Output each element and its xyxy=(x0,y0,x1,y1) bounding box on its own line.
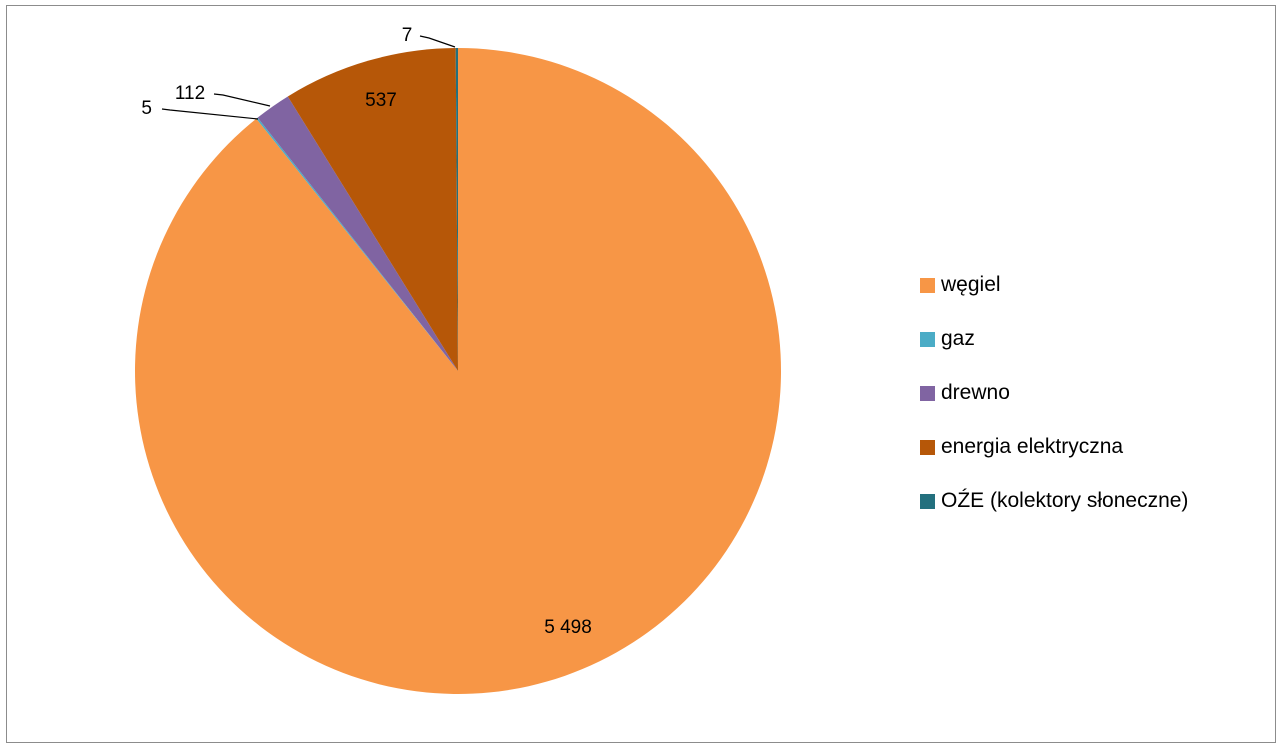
legend-label: OŹE (kolektory słoneczne) xyxy=(941,489,1189,512)
leader-line-gaz xyxy=(161,108,259,120)
pie-slice-energia-elektryczna xyxy=(287,48,458,371)
leader-line-oze-kolektory-s-oneczne xyxy=(419,35,456,48)
data-label-wegiel: 5 498 xyxy=(544,617,592,638)
legend-swatch xyxy=(920,277,935,293)
data-label-oze-kolektory-s-oneczne: 7 xyxy=(402,25,413,46)
legend-swatch xyxy=(920,493,935,509)
legend-label: węgiel xyxy=(941,273,1001,296)
legend-swatch xyxy=(920,331,935,347)
pie-slice-drewno xyxy=(257,96,458,372)
pie-slice-gaz xyxy=(256,117,458,371)
legend-label: drewno xyxy=(941,381,1010,404)
legend-label: gaz xyxy=(941,327,975,350)
legend-swatch xyxy=(920,439,935,455)
pie-slice-wegiel xyxy=(134,48,781,694)
legend-item-gaz: gaz xyxy=(920,312,1188,366)
legend-item-drewno: drewno xyxy=(920,366,1188,420)
data-label-energia-elektryczna: 537 xyxy=(365,90,397,111)
legend-swatch xyxy=(920,385,935,401)
data-label-drewno: 112 xyxy=(175,83,205,104)
legend-item-wegiel: węgiel xyxy=(920,258,1188,312)
legend-item-energia-elektryczna: energia elektryczna xyxy=(920,420,1188,474)
leader-line-drewno xyxy=(213,93,271,107)
legend-item-oze-kolektory-s-oneczne: OŹE (kolektory słoneczne) xyxy=(920,474,1188,528)
pie-slice-oze-kolektory-s-oneczne xyxy=(455,48,458,371)
legend-label: energia elektryczna xyxy=(941,435,1124,458)
legend: węgiel gaz drewno energia elektryczna OŹE (k… xyxy=(920,258,1188,528)
data-label-gaz: 5 xyxy=(141,98,152,119)
